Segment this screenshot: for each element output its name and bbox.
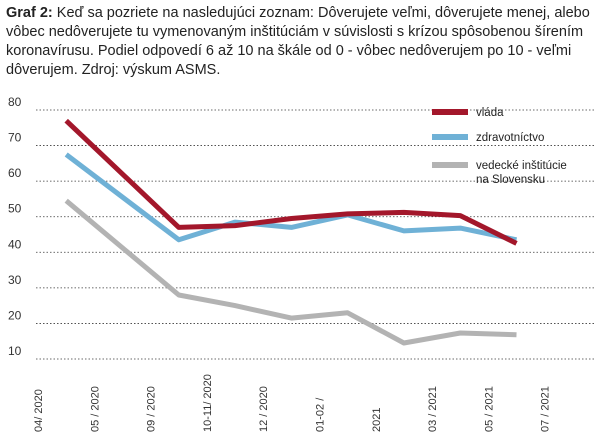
y-tick-label: 60	[8, 166, 22, 180]
x-tick-label: 03 / 2021	[427, 386, 439, 432]
y-tick-label: 80	[8, 95, 22, 109]
x-tick-label: 07 / 2021	[540, 386, 552, 432]
chart-caption: Graf 2: Keď sa pozriete na nasledujúci z…	[6, 4, 596, 80]
y-tick-label: 10	[8, 344, 22, 358]
x-tick-label: 09 / 2020	[146, 386, 158, 432]
y-tick-label: 70	[8, 131, 22, 145]
caption-text: Keď sa pozriete na nasledujúci zoznam: D…	[6, 5, 590, 78]
y-tick-label: 20	[8, 308, 22, 322]
y-tick-label: 30	[8, 273, 22, 287]
grid-lines	[36, 109, 594, 360]
series-line	[64, 198, 517, 346]
x-tick-label: 12 / 2020	[258, 386, 270, 432]
y-tick-label: 40	[8, 237, 22, 251]
x-tick-label: 05 / 2020	[89, 386, 101, 432]
series-line	[64, 118, 518, 246]
series-lines	[64, 118, 518, 346]
x-axis-ticks: 04/ 2020 05 / 2020 09 / 2020 10-11/ 2020 12 …	[33, 374, 552, 432]
series-line	[64, 152, 518, 243]
x-tick-label: 01-02 /	[315, 397, 327, 432]
y-axis-ticks: 10 20 30 40 50 60 70 80	[8, 95, 22, 358]
caption-label: Graf 2:	[6, 5, 53, 21]
legend: vláda zdravotníctvo vedecké inštitúcie na S…	[432, 107, 567, 186]
legend-label: vedecké inštitúcie na Slovensku	[476, 160, 567, 186]
y-tick-label: 50	[8, 202, 22, 216]
x-tick-label: 10-11/ 2020	[202, 374, 214, 432]
x-tick-label: 05 / 2021	[483, 386, 495, 432]
x-tick-label: 04/ 2020	[33, 389, 45, 432]
legend-label: vláda	[476, 107, 504, 119]
legend-label: zdravotníctvo	[476, 132, 544, 144]
x-tick-label: 2021	[371, 408, 383, 432]
